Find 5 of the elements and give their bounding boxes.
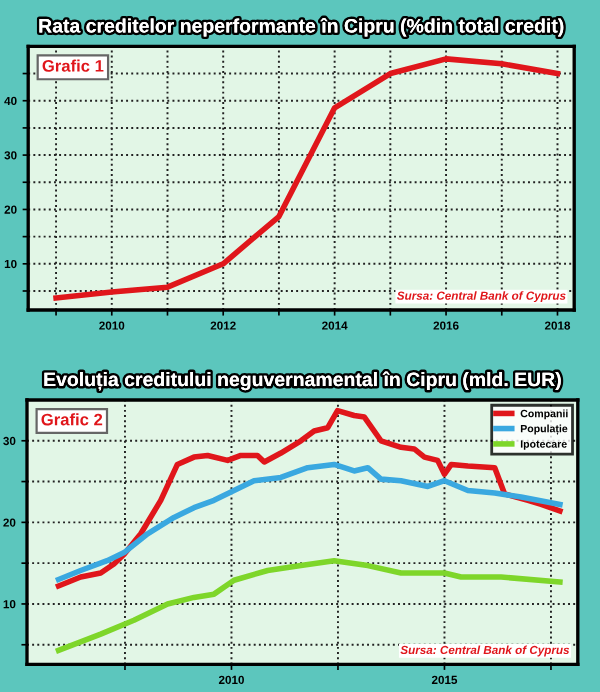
annotation: Grafic 2	[41, 413, 103, 426]
line-series	[55, 461, 563, 583]
chart-title: Evoluția creditului neguvernamental în Cipru (mld. EUR)	[44, 371, 561, 391]
chart-title: Rata creditelor neperformante în Cipru (%din total credit)	[39, 17, 564, 37]
annotation: Grafic 1	[42, 59, 104, 72]
